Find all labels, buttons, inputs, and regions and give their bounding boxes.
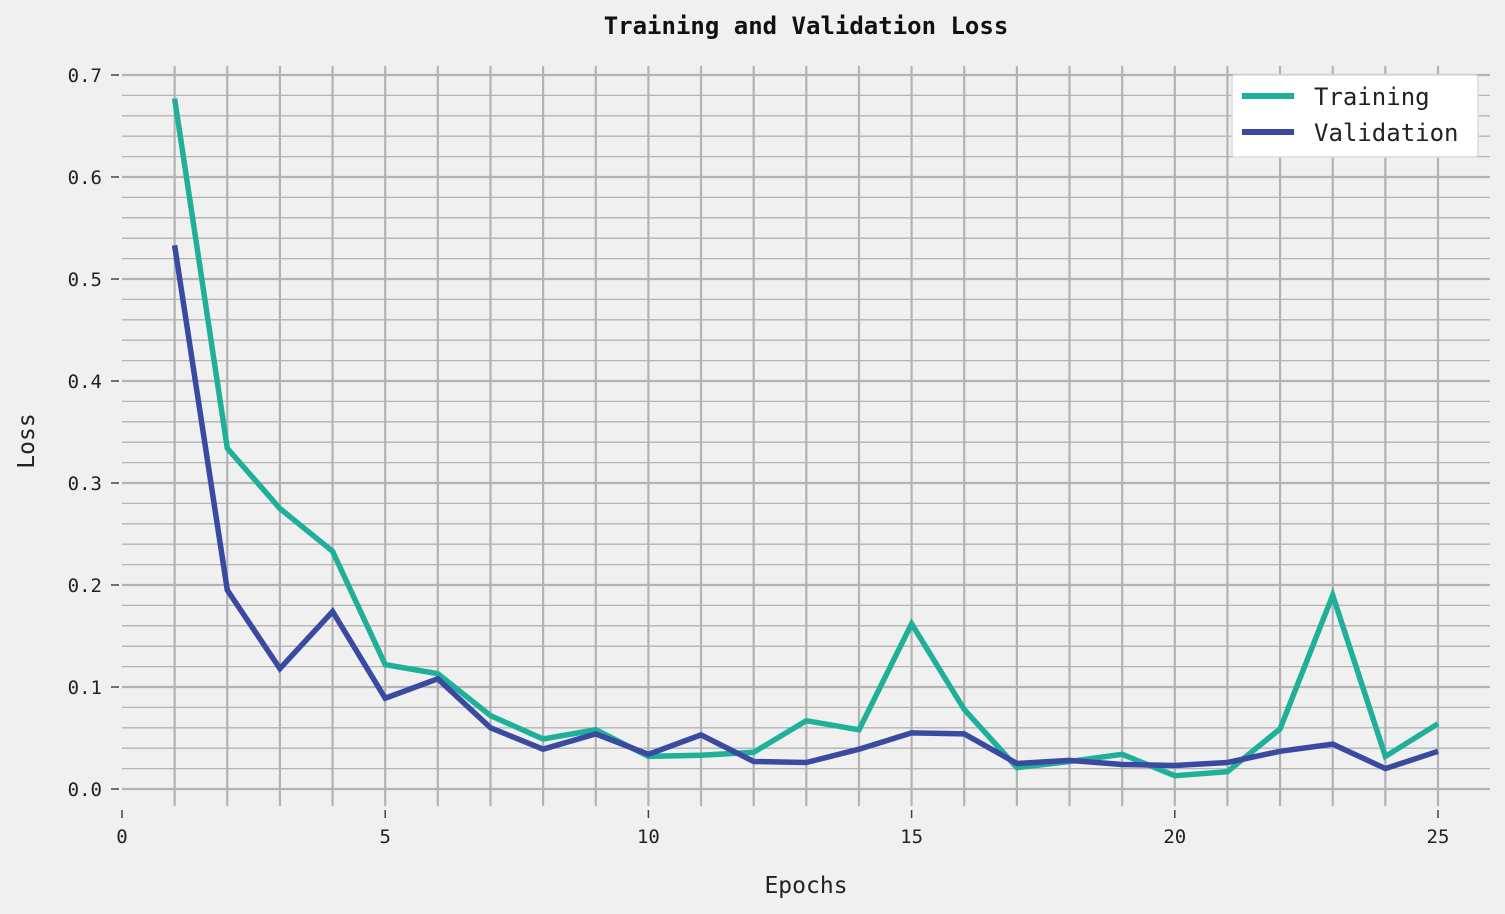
x-tick-label: 15 [900, 826, 923, 848]
x-tick-label: 25 [1427, 826, 1450, 848]
series-layer [171, 98, 1440, 779]
x-tick-label: 10 [637, 826, 660, 848]
axis-ticks: 0.0 0.1 0.2 0.3 0.4 0.5 0.6 0.7 0 5 10 15 20 25 [68, 65, 1450, 848]
y-tick-label: 0.5 [68, 269, 102, 291]
x-tick-label: 5 [379, 826, 390, 848]
y-tick-label: 0.1 [68, 677, 102, 699]
y-tick-label: 0.4 [68, 371, 102, 393]
y-tick-label: 0.0 [68, 779, 102, 801]
chart-title: Training and Validation Loss [604, 12, 1009, 40]
y-axis-label: Loss [14, 413, 40, 468]
y-tick-label: 0.6 [68, 167, 102, 189]
y-tick-label: 0.2 [68, 575, 102, 597]
legend: Training Validation [1231, 74, 1479, 158]
y-tick-label: 0.3 [68, 473, 102, 495]
legend-label-training: Training [1314, 83, 1430, 111]
y-tick-label: 0.7 [68, 65, 102, 87]
grid [122, 66, 1490, 806]
x-tick-label: 0 [116, 826, 127, 848]
x-axis-label: Epochs [764, 873, 847, 899]
legend-label-validation: Validation [1314, 119, 1459, 147]
x-tick-label: 20 [1163, 826, 1186, 848]
